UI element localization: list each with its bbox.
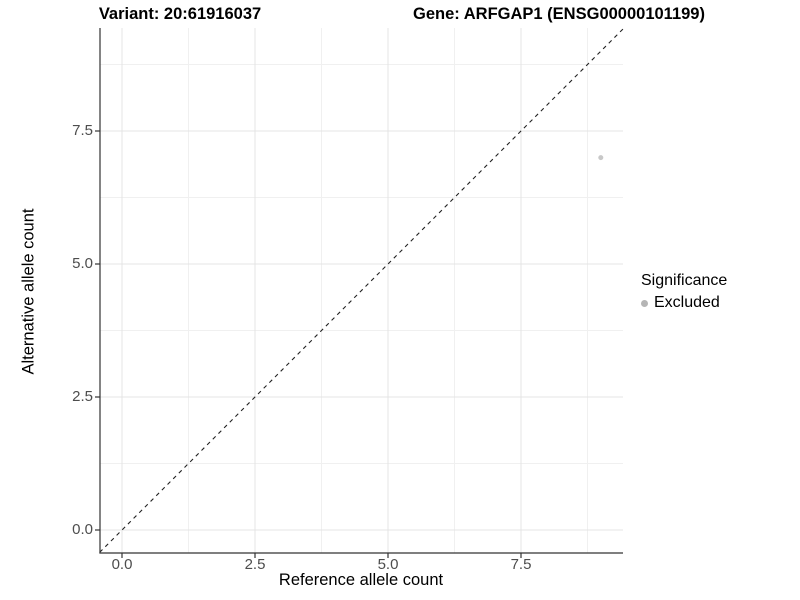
y-tick-label: 5.0 — [72, 255, 93, 272]
y-axis-title: Alternative allele count — [19, 208, 38, 375]
x-tick-label: 0.0 — [111, 556, 133, 573]
y-tick-label: 0.0 — [72, 521, 93, 538]
identity-dashed-line — [99, 28, 624, 553]
gene-title: Gene: ARFGAP1 (ENSG00000101199) — [413, 5, 705, 23]
x-axis-title: Reference allele count — [278, 571, 444, 589]
legend-entry-label: Excluded — [654, 294, 720, 311]
scatter-plot-panel — [95, 28, 624, 558]
data-point — [598, 155, 604, 161]
legend-title: Significance — [641, 272, 728, 289]
legend: Significance Excluded — [641, 272, 727, 312]
y-tick-label: 2.5 — [72, 388, 93, 405]
excluded-point-icon — [641, 299, 648, 307]
variant-title: Variant: 20:61916037 — [98, 5, 262, 23]
x-tick-label: 7.5 — [510, 556, 532, 573]
legend-entry-excluded: Excluded — [641, 294, 727, 312]
x-tick-label: 5.0 — [377, 556, 399, 573]
x-tick-label: 2.5 — [244, 556, 266, 573]
y-tick-label: 7.5 — [72, 122, 93, 139]
